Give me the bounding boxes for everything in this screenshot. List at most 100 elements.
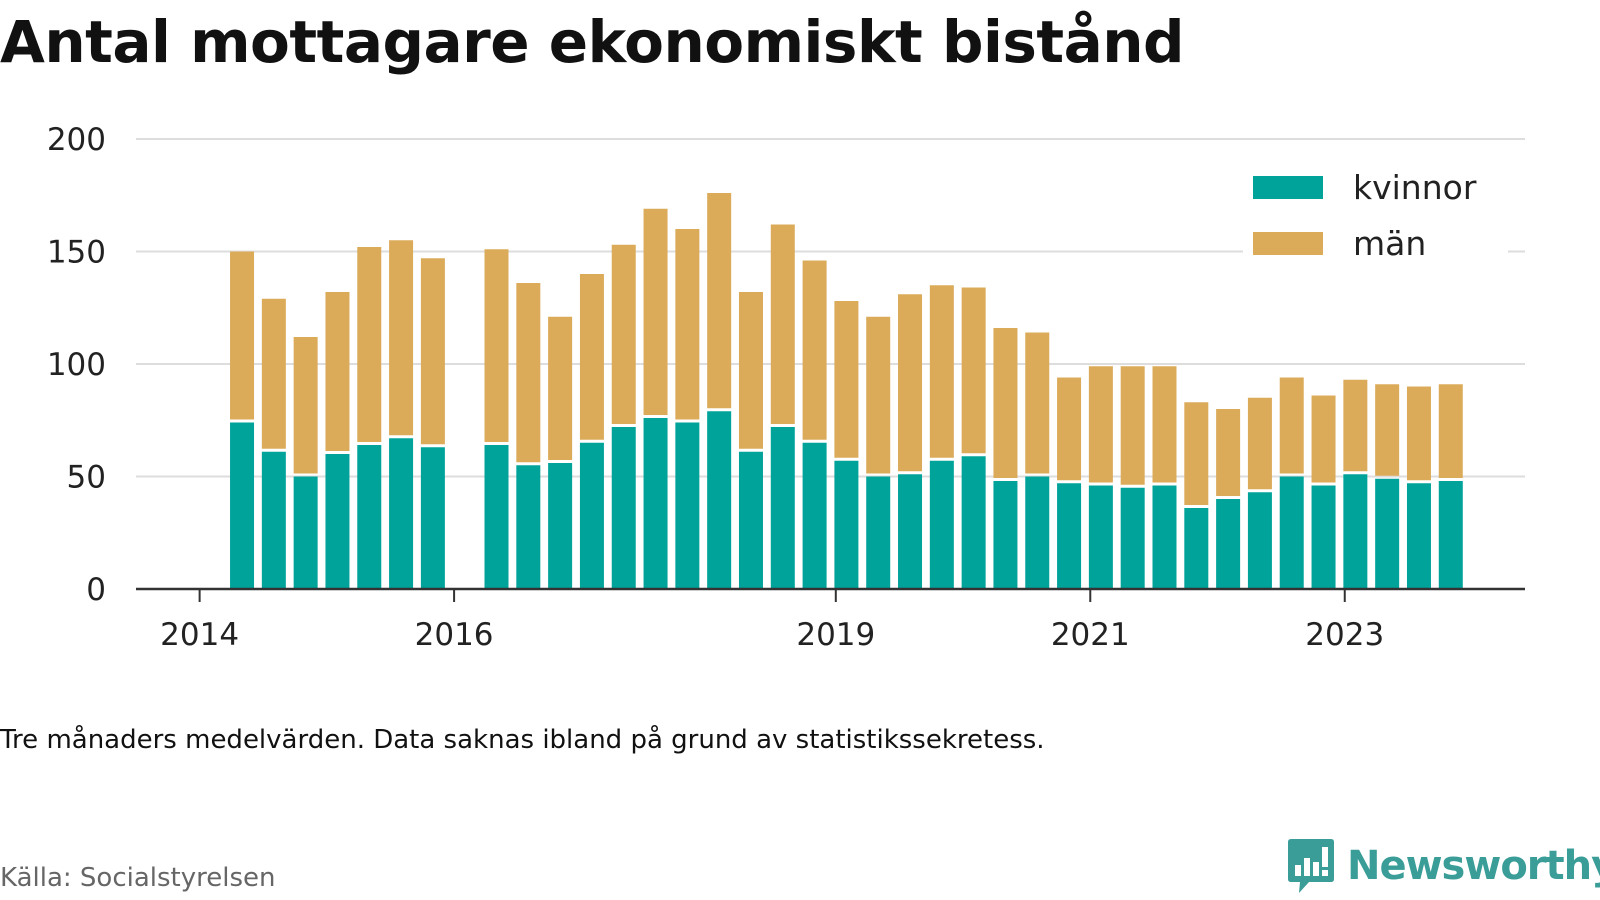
y-tick-label: 200 bbox=[47, 122, 106, 158]
x-tick-label: 2023 bbox=[1305, 617, 1384, 653]
bar-kvinnor bbox=[993, 481, 1018, 589]
bar-kvinnor bbox=[325, 454, 350, 589]
bar-man bbox=[357, 247, 382, 442]
brand-name: Newsworthy bbox=[1347, 843, 1600, 889]
bar-man bbox=[1184, 402, 1209, 505]
bar-man bbox=[1247, 397, 1272, 490]
x-tick-label: 2019 bbox=[796, 617, 875, 653]
y-tick-label: 50 bbox=[67, 460, 106, 496]
brand-logo: Newsworthy bbox=[1287, 836, 1600, 896]
bar-kvinnor bbox=[1184, 508, 1209, 589]
legend-item-man-label: män bbox=[1353, 224, 1426, 263]
bar-kvinnor bbox=[1311, 485, 1336, 589]
bar-kvinnor bbox=[738, 451, 763, 589]
bar-man bbox=[675, 229, 700, 420]
bar-man bbox=[389, 240, 414, 436]
bar-kvinnor bbox=[802, 442, 827, 589]
bar-kvinnor bbox=[261, 451, 286, 589]
bar-man bbox=[516, 283, 541, 463]
bar-kvinnor bbox=[643, 418, 668, 589]
legend-item-man-swatch bbox=[1253, 232, 1323, 255]
bar-man bbox=[643, 208, 668, 415]
chart-note: Tre månaders medelvärden. Data saknas ib… bbox=[0, 725, 1045, 755]
x-tick-label: 2021 bbox=[1051, 617, 1130, 653]
bar-man bbox=[802, 260, 827, 440]
bar-man bbox=[707, 193, 732, 409]
bar-man bbox=[993, 328, 1018, 478]
bar-kvinnor bbox=[484, 445, 509, 589]
bar-man bbox=[1279, 377, 1304, 474]
y-tick-label: 0 bbox=[86, 572, 106, 608]
bar-man bbox=[1216, 409, 1241, 496]
bar-kvinnor bbox=[1279, 476, 1304, 589]
bar-kvinnor bbox=[357, 445, 382, 589]
bar-kvinnor bbox=[675, 422, 700, 589]
bar-kvinnor bbox=[1120, 487, 1145, 589]
bars bbox=[230, 193, 1463, 589]
bar-man bbox=[770, 224, 795, 424]
legend-item-kvinnor-label: kvinnor bbox=[1353, 168, 1477, 207]
bar-man bbox=[1057, 377, 1082, 481]
bar-man bbox=[1406, 386, 1431, 481]
y-tick-label: 100 bbox=[47, 347, 106, 383]
bar-man bbox=[325, 292, 350, 451]
bar-man bbox=[866, 316, 891, 474]
bar-kvinnor bbox=[929, 460, 954, 589]
bar-kvinnor bbox=[961, 456, 986, 589]
bar-kvinnor bbox=[1343, 474, 1368, 589]
source-credit: Källa: Socialstyrelsen bbox=[0, 863, 276, 893]
chart-title: Antal mottagare ekonomiskt bistånd bbox=[0, 8, 1185, 76]
bar-man bbox=[929, 285, 954, 458]
bar-man bbox=[548, 316, 573, 460]
bar-man bbox=[898, 294, 923, 472]
bar-man bbox=[1375, 384, 1400, 476]
bar-kvinnor bbox=[1438, 481, 1463, 589]
bar-man bbox=[484, 249, 509, 442]
bar-kvinnor bbox=[834, 460, 859, 589]
y-axis: 0 50 100 150 200 bbox=[47, 122, 106, 608]
bar-kvinnor bbox=[1375, 478, 1400, 589]
y-tick-label: 150 bbox=[47, 235, 106, 271]
bar-man bbox=[961, 287, 986, 454]
bar-man bbox=[1311, 395, 1336, 483]
bar-man bbox=[293, 337, 318, 474]
x-tick-label: 2014 bbox=[160, 617, 239, 653]
legend-item-kvinnor-swatch bbox=[1253, 176, 1323, 199]
bar-man bbox=[1088, 366, 1113, 483]
bar-man bbox=[1025, 332, 1050, 474]
x-axis: 2014 2016 2019 2021 2023 bbox=[136, 587, 1525, 653]
bar-kvinnor bbox=[866, 476, 891, 589]
bar-man bbox=[261, 298, 286, 449]
bar-kvinnor bbox=[293, 476, 318, 589]
bar-kvinnor bbox=[230, 422, 255, 589]
bar-man bbox=[230, 251, 255, 420]
bar-kvinnor bbox=[579, 442, 604, 589]
bar-man bbox=[420, 258, 445, 445]
bar-kvinnor bbox=[898, 474, 923, 589]
bar-kvinnor bbox=[1057, 483, 1082, 589]
legend: kvinnor män bbox=[1243, 160, 1508, 272]
bar-kvinnor bbox=[1216, 499, 1241, 589]
bar-man bbox=[1438, 384, 1463, 478]
bar-man bbox=[579, 274, 604, 440]
bar-kvinnor bbox=[389, 438, 414, 589]
bar-kvinnor bbox=[516, 465, 541, 589]
bar-man bbox=[1152, 366, 1177, 483]
bar-kvinnor bbox=[770, 427, 795, 589]
bar-kvinnor bbox=[707, 411, 732, 589]
bar-chart-speech-bubble-icon bbox=[1288, 839, 1334, 893]
bar-man bbox=[1120, 366, 1145, 485]
bar-kvinnor bbox=[1025, 476, 1050, 589]
bar-kvinnor bbox=[420, 447, 445, 589]
bar-kvinnor bbox=[1406, 483, 1431, 589]
bar-kvinnor bbox=[1088, 485, 1113, 589]
bar-kvinnor bbox=[1247, 492, 1272, 589]
bar-kvinnor bbox=[548, 463, 573, 589]
bar-man bbox=[611, 244, 636, 424]
bar-man bbox=[834, 301, 859, 458]
bar-man bbox=[738, 292, 763, 449]
bar-man bbox=[1343, 379, 1368, 472]
bar-kvinnor bbox=[1152, 485, 1177, 589]
bar-kvinnor bbox=[611, 427, 636, 589]
